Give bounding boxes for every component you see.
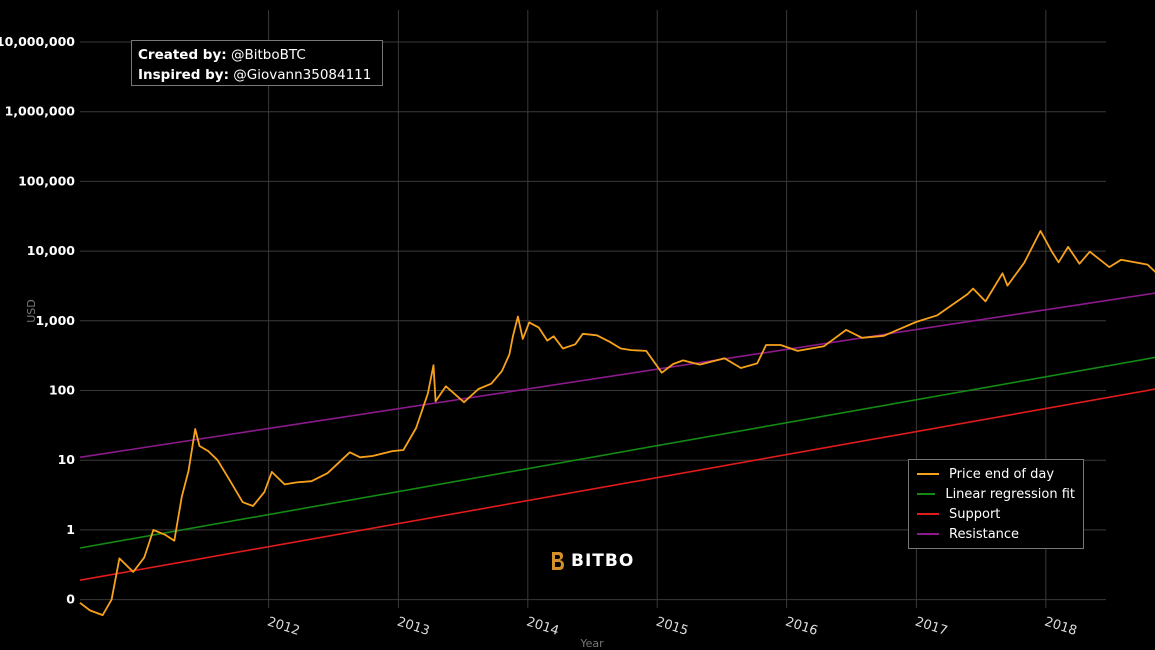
- created-by-line: Created by: @BitboBTC: [138, 45, 376, 65]
- created-by-value: @BitboBTC: [230, 47, 306, 63]
- x-tick-label: 2016: [783, 615, 819, 639]
- credits-box: Created by: @BitboBTC Inspired by: @Giov…: [131, 40, 383, 86]
- inspired-by-label: Inspired by:: [138, 67, 229, 83]
- y-axis-ticks: 0 1 10 100 1,000 10,000 100,000 1,000,000 10,000…: [0, 34, 75, 607]
- y-tick-label: 1,000,000: [5, 104, 76, 119]
- inspired-by-line: Inspired by: @Giovann35084111: [138, 65, 376, 85]
- created-by-label: Created by:: [138, 47, 227, 63]
- legend-label-price: Price end of day: [949, 466, 1055, 482]
- y-tick-label: 100,000: [18, 173, 75, 188]
- legend-item-resistance[interactable]: Resistance: [917, 524, 1075, 544]
- legend-swatch-support: [917, 513, 939, 515]
- inspired-by-value: @Giovann35084111: [233, 67, 372, 83]
- x-tick-label: 2012: [265, 615, 301, 639]
- y-tick-label: 1,000: [35, 313, 75, 328]
- legend-label-support: Support: [949, 506, 1001, 522]
- x-tick-label: 2015: [654, 615, 690, 639]
- y-axis-title: USD: [25, 299, 38, 323]
- y-tick-label: 100: [49, 383, 75, 398]
- x-tick-label: 2018: [1043, 615, 1079, 639]
- x-axis-title: Year: [579, 637, 604, 650]
- y-tick-label: 10: [58, 452, 76, 467]
- series-line-price: [79, 229, 1155, 616]
- y-tick-label: 10,000: [27, 243, 76, 258]
- series-line-resistance: [79, 292, 1155, 459]
- grid-lines: [80, 10, 1106, 608]
- x-tick-label: 2014: [525, 615, 561, 639]
- series-line-regression: [79, 356, 1155, 549]
- legend-swatch-resistance: [917, 533, 939, 535]
- bitbo-logo-icon: [552, 552, 564, 570]
- legend-label-regression: Linear regression fit: [945, 486, 1075, 502]
- legend-item-regression[interactable]: Linear regression fit: [917, 484, 1075, 504]
- y-tick-label: 1: [66, 522, 75, 537]
- bitbo-logo: BITBO: [549, 551, 634, 571]
- x-tick-label: 2013: [395, 615, 431, 639]
- x-tick-label: 2017: [913, 615, 949, 639]
- y-tick-label: 10,000,000: [0, 34, 75, 49]
- x-axis-ticks: 2012201320142015201620172018201920202021…: [265, 615, 1079, 639]
- legend-label-resistance: Resistance: [949, 526, 1020, 542]
- series-line-support: [79, 388, 1155, 581]
- legend-swatch-regression: [917, 493, 936, 495]
- y-tick-label: 0: [66, 592, 75, 607]
- chart-legend: Price end of day Linear regression fit S…: [908, 459, 1084, 549]
- series-layer: [79, 229, 1155, 616]
- bitbo-logo-text: BITBO: [571, 551, 635, 571]
- legend-item-support[interactable]: Support: [917, 504, 1075, 524]
- legend-item-price[interactable]: Price end of day: [917, 464, 1075, 484]
- legend-swatch-price: [917, 473, 939, 475]
